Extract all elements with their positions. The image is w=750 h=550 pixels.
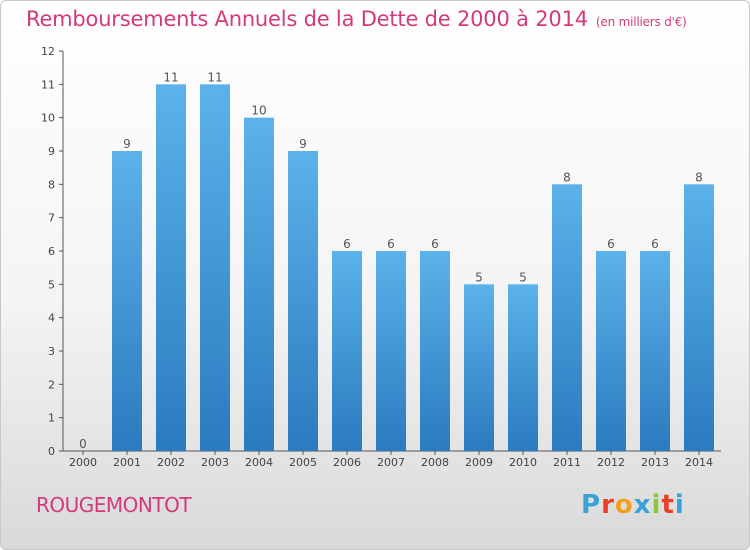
proxiti-logo: Proxiti [581,490,685,520]
y-tick-label: 12 [41,45,55,58]
x-tick-label: 2001 [113,456,141,469]
bar [464,284,494,451]
x-tick-label: 2012 [597,456,625,469]
logo-letter: i [651,490,662,520]
x-tick-label: 2000 [69,456,97,469]
bar [508,284,538,451]
data-label: 0 [79,437,87,451]
bar [244,117,274,452]
x-tick-label: 2002 [157,456,185,469]
data-label: 6 [607,237,615,251]
logo-letter: x [633,490,652,520]
y-tick-label: 10 [41,112,55,125]
bar [156,84,186,451]
data-label: 6 [431,237,439,251]
x-tick-label: 2011 [553,456,581,469]
x-tick-label: 2004 [245,456,273,469]
y-tick-label: 0 [48,445,55,458]
x-tick-label: 2014 [685,456,713,469]
x-tick-label: 2006 [333,456,361,469]
bar [552,184,582,452]
data-label: 11 [163,70,178,84]
data-label: 10 [251,104,266,118]
y-tick-label: 3 [48,345,55,358]
bar [640,251,670,451]
y-tick-label: 4 [48,312,55,325]
data-label: 11 [207,70,222,84]
chart-unit-note: (en milliers d'€) [595,15,687,29]
y-tick-label: 7 [48,212,55,225]
data-label: 6 [343,237,351,251]
y-tick-label: 1 [48,412,55,425]
data-label: 9 [123,137,131,151]
x-tick-label: 2009 [465,456,493,469]
commune-name: ROUGEMONTOT [36,493,192,517]
data-label: 8 [695,170,703,184]
logo-letter: o [614,490,634,520]
x-tick-label: 2008 [421,456,449,469]
data-label: 6 [387,237,395,251]
bar [684,184,714,452]
bar [332,251,362,451]
bar [376,251,406,451]
y-tick-label: 9 [48,145,55,158]
bar [288,151,318,451]
data-label: 9 [299,137,307,151]
data-label: 6 [651,237,659,251]
bar [112,151,142,451]
data-label: 5 [519,270,527,284]
bar [596,251,626,451]
y-tick-label: 8 [48,178,55,191]
y-tick-label: 6 [48,245,55,258]
data-label: 5 [475,270,483,284]
y-tick-label: 11 [41,78,55,91]
logo-letter: i [674,490,685,520]
logo-letter: r [601,490,615,520]
x-tick-label: 2007 [377,456,405,469]
x-tick-label: 2003 [201,456,229,469]
x-tick-label: 2005 [289,456,317,469]
bar [200,84,230,451]
x-tick-label: 2010 [509,456,537,469]
y-tick-label: 5 [48,278,55,291]
logo-letter: t [661,490,675,520]
y-tick-label: 2 [48,378,55,391]
bar [420,251,450,451]
x-tick-label: 2013 [641,456,669,469]
chart-title-text: Remboursements Annuels de la Dette de 20… [26,7,588,31]
chart-title: Remboursements Annuels de la Dette de 20… [26,7,687,31]
logo-letter: P [581,490,602,520]
data-label: 8 [563,170,571,184]
